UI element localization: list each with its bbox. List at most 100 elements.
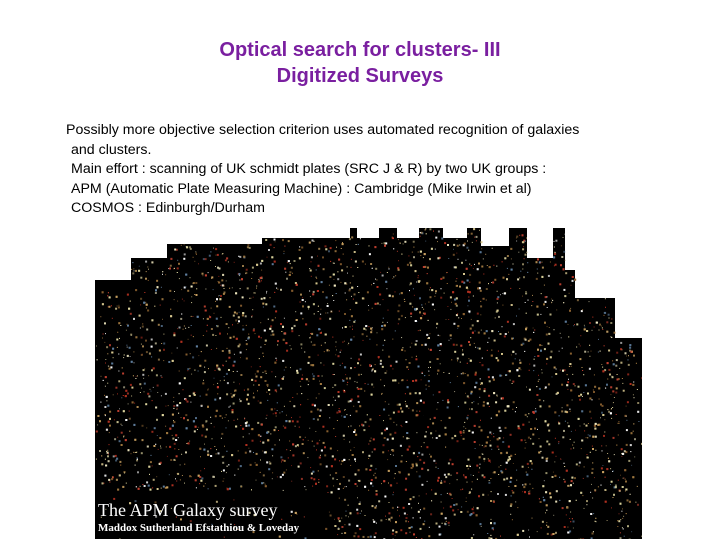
galaxy-dot [403, 507, 405, 509]
galaxy-dot [571, 477, 573, 479]
galaxy-dot [121, 424, 122, 425]
galaxy-dot [436, 523, 438, 525]
galaxy-dot [144, 485, 146, 487]
galaxy-dot [204, 371, 206, 373]
galaxy-dot [348, 343, 349, 344]
galaxy-dot [400, 529, 402, 531]
galaxy-dot [570, 308, 571, 309]
galaxy-dot [308, 356, 310, 358]
galaxy-dot [419, 297, 421, 299]
galaxy-dot [318, 470, 319, 471]
galaxy-dot [305, 301, 306, 302]
galaxy-dot [401, 254, 402, 255]
galaxy-dot [618, 520, 620, 522]
galaxy-dot [590, 452, 591, 453]
galaxy-dot [223, 469, 225, 471]
galaxy-dot [605, 388, 606, 389]
galaxy-dot [554, 475, 556, 477]
galaxy-dot [121, 432, 123, 434]
galaxy-dot [494, 340, 496, 342]
galaxy-dot [405, 478, 407, 480]
galaxy-dot [450, 338, 451, 339]
galaxy-dot [512, 363, 514, 365]
galaxy-dot [300, 343, 302, 345]
galaxy-dot [487, 350, 488, 351]
galaxy-dot [226, 472, 227, 473]
galaxy-dot [463, 313, 465, 315]
galaxy-dot [554, 411, 556, 413]
galaxy-dot [422, 315, 423, 316]
galaxy-dot [444, 293, 445, 294]
galaxy-dot [96, 459, 97, 460]
galaxy-dot [596, 322, 598, 324]
galaxy-dot [390, 365, 392, 367]
galaxy-dot [215, 485, 217, 487]
galaxy-dot [585, 384, 587, 386]
galaxy-dot [350, 288, 351, 289]
galaxy-dot [178, 263, 180, 265]
galaxy-dot [369, 253, 371, 255]
galaxy-dot [266, 461, 268, 463]
galaxy-dot [642, 377, 643, 379]
galaxy-dot [426, 385, 427, 386]
galaxy-dot [227, 466, 228, 467]
galaxy-dot [462, 372, 464, 374]
galaxy-dot [602, 329, 603, 330]
galaxy-dot [240, 400, 242, 402]
galaxy-dot [479, 230, 480, 231]
galaxy-dot [358, 469, 360, 471]
galaxy-dot [194, 261, 195, 262]
galaxy-dot [354, 447, 355, 448]
galaxy-dot [622, 508, 623, 509]
galaxy-dot [196, 487, 197, 488]
galaxy-dot [145, 403, 147, 405]
galaxy-dot [196, 253, 197, 254]
galaxy-dot [266, 291, 267, 292]
galaxy-dot [525, 328, 527, 330]
galaxy-dot [344, 499, 346, 501]
galaxy-dot [486, 330, 488, 332]
galaxy-dot [300, 302, 301, 303]
galaxy-dot [622, 453, 624, 455]
galaxy-dot [434, 309, 435, 310]
galaxy-dot [219, 333, 221, 335]
galaxy-dot [474, 237, 475, 238]
galaxy-dot [274, 408, 275, 409]
galaxy-dot [305, 323, 307, 325]
galaxy-dot [351, 267, 352, 268]
galaxy-dot [229, 488, 231, 490]
galaxy-dot [526, 387, 527, 388]
galaxy-dot [376, 523, 377, 524]
galaxy-dot [493, 379, 495, 381]
galaxy-dot [362, 297, 364, 299]
galaxy-dot [513, 323, 515, 325]
galaxy-dot [415, 270, 417, 272]
galaxy-dot [493, 436, 494, 437]
galaxy-dot [327, 305, 329, 307]
galaxy-dot [172, 360, 174, 362]
galaxy-dot [454, 514, 456, 516]
galaxy-dot [285, 367, 286, 368]
galaxy-dot [147, 393, 149, 395]
galaxy-dot [251, 316, 252, 317]
galaxy-dot [624, 450, 626, 452]
galaxy-dot [495, 317, 496, 318]
galaxy-dot [169, 428, 171, 430]
galaxy-dot [299, 257, 301, 259]
galaxy-dot [255, 293, 256, 294]
galaxy-dot [604, 489, 606, 491]
galaxy-dot [170, 459, 172, 461]
galaxy-dot [149, 474, 150, 475]
galaxy-dot [216, 305, 218, 307]
galaxy-dot [601, 445, 602, 446]
galaxy-dot [300, 312, 302, 314]
galaxy-dot [318, 482, 319, 483]
galaxy-dot [546, 504, 548, 506]
galaxy-dot [319, 318, 321, 320]
galaxy-dot [555, 252, 556, 253]
galaxy-dot [240, 465, 242, 467]
galaxy-dot [613, 402, 614, 403]
galaxy-dot [564, 466, 565, 467]
galaxy-dot [242, 314, 244, 316]
galaxy-dot [406, 517, 408, 519]
